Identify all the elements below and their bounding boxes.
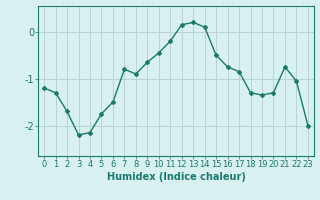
X-axis label: Humidex (Indice chaleur): Humidex (Indice chaleur) — [107, 172, 245, 182]
